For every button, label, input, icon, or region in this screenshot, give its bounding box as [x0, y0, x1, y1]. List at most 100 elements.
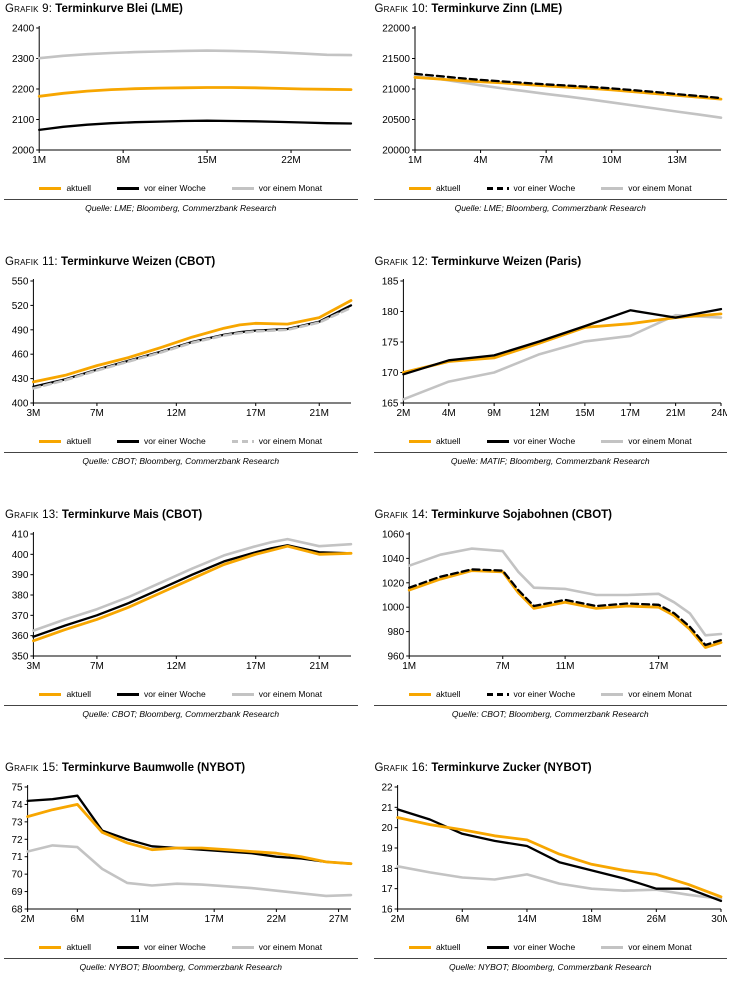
series-line-vor-einer-Woche — [32, 544, 353, 638]
legend-item: vor einer Woche — [486, 436, 576, 446]
x-tick-label: 30M — [711, 914, 727, 925]
y-tick-label: 2400 — [12, 24, 35, 35]
x-tick-label: 2M — [390, 914, 404, 925]
chart-legend: aktuell vor einer Woche vor einem Monat — [4, 689, 358, 699]
series-line-aktuell — [31, 299, 353, 384]
x-tick-label: 17M — [246, 408, 265, 419]
y-tick-label: 550 — [12, 277, 29, 288]
chart-title: Grafik 10: Terminkurve Zinn (LME) — [375, 3, 728, 15]
legend-label: aktuell — [66, 183, 92, 193]
line-chart-canvas: 960 980 1000 1020 1040 1060 1M 7M 11M 17M — [381, 530, 722, 672]
legend-label: vor einer Woche — [513, 436, 576, 446]
line-chart-canvas: 20000 20500 21000 21500 22000 1M 4M 7M 10M 13M — [382, 24, 722, 166]
y-tick-label: 74 — [11, 800, 23, 811]
x-tick-label: 7M — [90, 661, 104, 672]
x-tick-label: 1M — [32, 155, 46, 166]
y-tick-label: 185 — [381, 277, 398, 288]
legend-label: vor einem Monat — [628, 942, 692, 952]
legend-line-swatch — [39, 439, 62, 443]
chart-title-prefix: Grafik 9: — [5, 3, 53, 15]
x-tick-label: 7M — [90, 408, 104, 419]
y-tick-label: 22000 — [382, 24, 410, 35]
x-tick-label: 6M — [70, 914, 84, 925]
legend-item: aktuell — [39, 436, 91, 446]
legend-label: aktuell — [66, 436, 92, 446]
y-tick-label: 180 — [381, 307, 398, 318]
line-chart-canvas: 165 170 175 180 185 2M 4M 9M 12M 15M 17M 21M 24M — [381, 277, 727, 420]
legend-item: vor einem Monat — [231, 942, 322, 952]
series-line-vor-einer-Woche — [38, 119, 353, 132]
legend-line-swatch — [117, 692, 140, 696]
legend-line-swatch — [408, 186, 431, 190]
legend-label: aktuell — [66, 942, 92, 952]
chart-legend: aktuell vor einer Woche vor einem Monat — [374, 436, 728, 446]
series-line-aktuell — [37, 86, 353, 98]
y-tick-label: 70 — [11, 870, 23, 881]
legend-item: vor einer Woche — [117, 436, 206, 446]
x-tick-label: 1M — [408, 155, 422, 166]
x-tick-label: 24M — [711, 408, 727, 419]
chart-source: Quelle: CBOT; Bloomberg, Commerzbank Res… — [373, 705, 727, 719]
y-tick-label: 73 — [11, 817, 23, 828]
x-tick-label: 27M — [329, 914, 348, 925]
y-tick-label: 520 — [12, 301, 29, 312]
legend-label: aktuell — [66, 689, 92, 699]
y-tick-label: 71 — [11, 852, 23, 863]
series-line-aktuell — [401, 312, 722, 374]
chart-title-prefix: Grafik 11: — [5, 256, 58, 268]
y-tick-label: 360 — [12, 631, 29, 642]
chart-title-prefix: Grafik 12: — [374, 256, 429, 268]
x-tick-label: 21M — [310, 408, 329, 419]
y-tick-label: 460 — [12, 350, 29, 361]
y-tick-label: 1060 — [381, 530, 404, 541]
legend-label: vor einem Monat — [628, 183, 692, 193]
x-tick-label: 1M — [402, 661, 416, 672]
line-chart-canvas: 350 360 370 380 390 400 410 3M 7M 12M 17M 21M — [12, 530, 353, 672]
y-tick-label: 175 — [381, 338, 398, 349]
x-tick-label: 17M — [204, 914, 223, 925]
chart-legend: aktuell vor einer Woche vor einem Monat — [374, 183, 728, 193]
chart-title: Grafik 12: Terminkurve Weizen (Paris) — [375, 256, 728, 268]
series-line-vor-einem-Monat — [407, 547, 722, 637]
chart-source: Quelle: CBOT; Bloomberg, Commerzbank Res… — [4, 452, 358, 466]
chart-legend: aktuell vor einer Woche vor einem Monat — [4, 183, 358, 193]
legend-label: vor einem Monat — [258, 183, 323, 193]
x-tick-label: 3M — [26, 661, 40, 672]
series-line-aktuell — [395, 816, 722, 899]
series-line-aktuell — [26, 802, 353, 866]
y-tick-label: 21000 — [382, 85, 410, 96]
y-tick-label: 980 — [387, 627, 404, 638]
y-tick-label: 1040 — [381, 554, 404, 565]
legend-item: aktuell — [408, 183, 461, 193]
legend-item: aktuell — [39, 689, 91, 699]
y-tick-label: 75 — [11, 783, 23, 794]
legend-label: aktuell — [435, 183, 461, 193]
legend-item: vor einem Monat — [231, 436, 322, 446]
chart-legend: aktuell vor einer Woche vor einem Monat — [4, 436, 358, 446]
chart-title-name: Terminkurve Blei (LME) — [55, 3, 183, 15]
chart-block: Grafik 15: Terminkurve Baumwolle (NYBOT)… — [4, 762, 358, 985]
chart-block: Grafik 14: Terminkurve Sojabohnen (CBOT)… — [373, 509, 727, 762]
legend-label: aktuell — [435, 436, 461, 446]
y-tick-label: 21500 — [382, 54, 410, 65]
x-tick-label: 17M — [620, 408, 639, 419]
x-tick-label: 26M — [646, 914, 665, 925]
chart-title-name: Terminkurve Sojabohnen (CBOT) — [431, 509, 612, 521]
legend-label: vor einer Woche — [513, 689, 576, 699]
chart-title-prefix: Grafik 13: — [5, 509, 59, 521]
x-tick-label: 12M — [167, 408, 186, 419]
x-tick-label: 15M — [197, 155, 216, 166]
line-chart-canvas: 2000 2100 2200 2300 2400 1M 8M 15M 22M — [12, 24, 353, 166]
chart-title-name: Terminkurve Baumwolle (NYBOT) — [61, 762, 246, 774]
legend-line-swatch — [601, 692, 624, 696]
y-tick-label: 2100 — [12, 115, 35, 126]
chart-title-name: Terminkurve Weizen (Paris) — [431, 256, 582, 268]
chart-title: Grafik 11: Terminkurve Weizen (CBOT) — [5, 256, 358, 268]
y-tick-label: 1020 — [381, 578, 404, 589]
legend-label: vor einer Woche — [144, 183, 206, 193]
x-tick-label: 17M — [246, 661, 265, 672]
legend-item: vor einem Monat — [601, 436, 692, 446]
y-tick-label: 22 — [381, 783, 393, 794]
chart-legend: aktuell vor einer Woche vor einem Monat — [374, 942, 728, 952]
y-tick-label: 20 — [381, 823, 393, 834]
